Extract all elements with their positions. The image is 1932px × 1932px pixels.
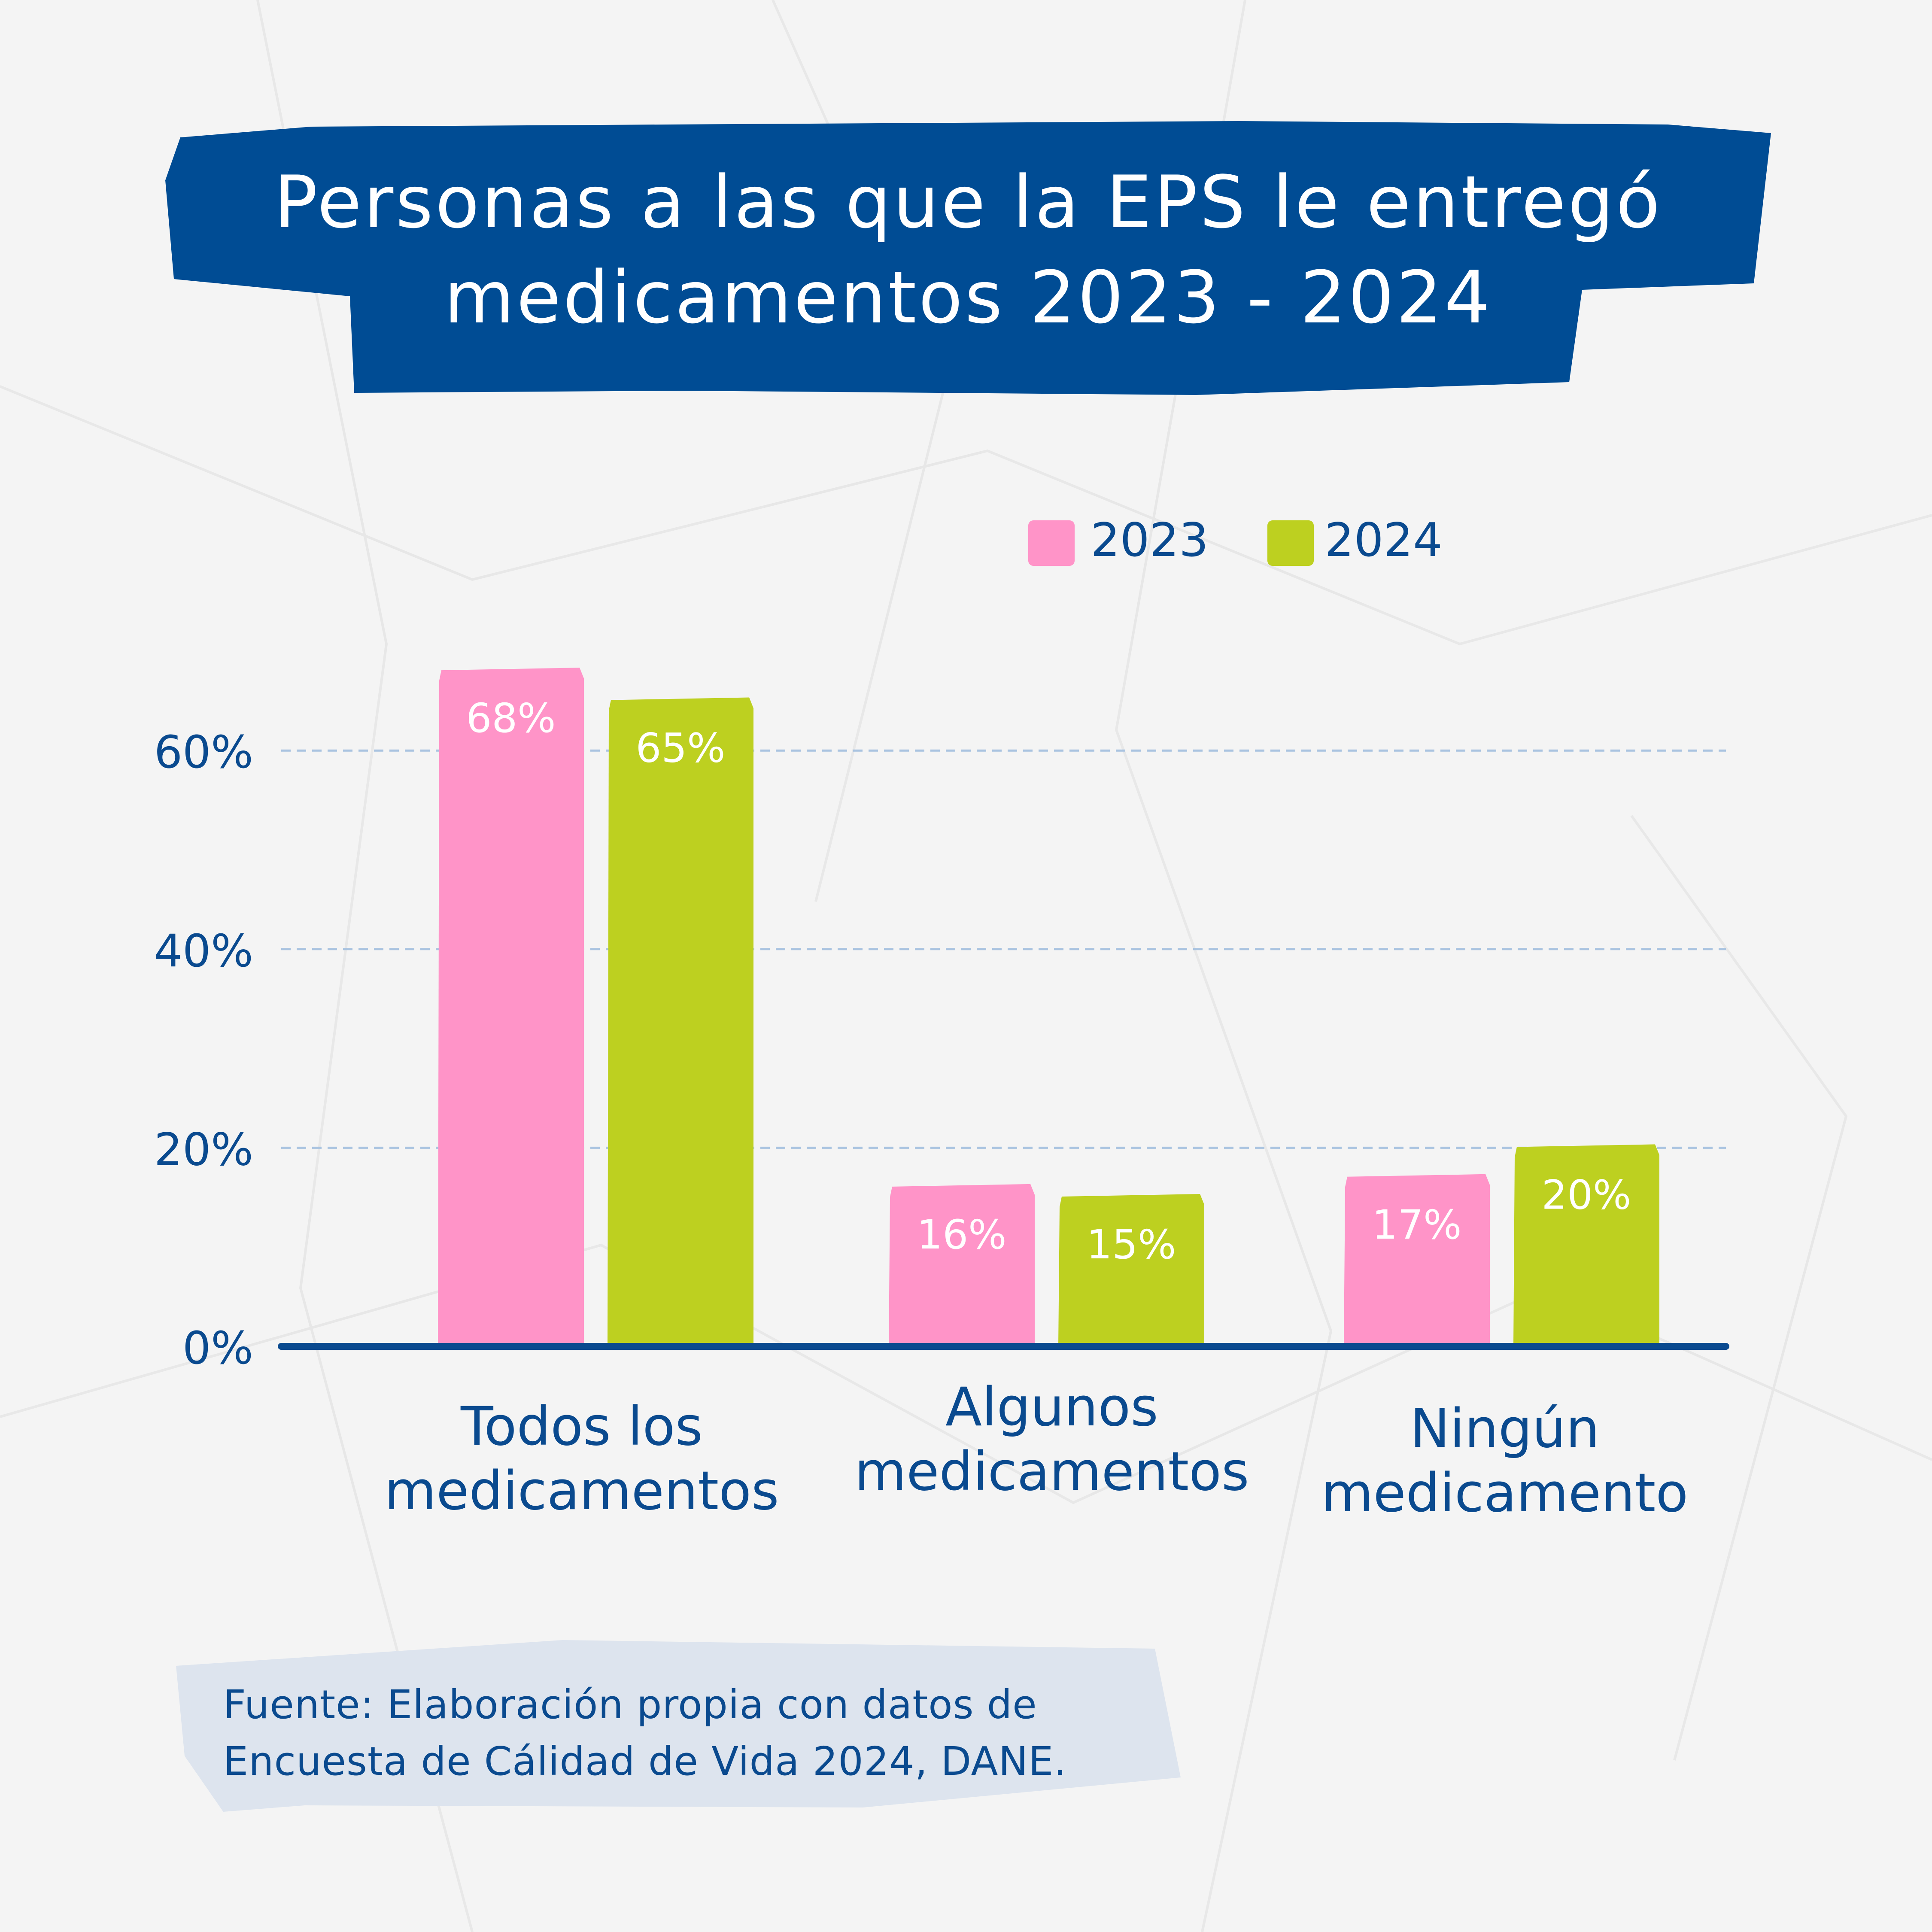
y-axis-ticks: 0% 20% 40% 60% [154,726,253,1374]
data-label-2023-2: 16% [917,1212,1007,1258]
y-tick-label-0: 0% [182,1322,253,1374]
legend: 2023 2024 [1028,513,1443,567]
y-tick-label-60: 60% [154,726,253,778]
title-line-1: Personas a las que la EPS le entregó [274,160,1662,244]
data-labels: 68% 16% 17% 65% 15% 20% [466,695,1631,1268]
source-line-2: Encuesta de Cálidad de Vida 2024, DANE. [223,1738,1067,1784]
legend-swatch-2023 [1028,520,1075,566]
category-label-3-line-1: Ningún [1410,1398,1600,1460]
source-line-1: Fuente: Elaboración propia con datos de [223,1682,1037,1728]
category-label-3-line-2: medicamento [1321,1462,1689,1524]
y-tick-label-40: 40% [154,925,253,977]
legend-label-2024: 2024 [1324,513,1443,567]
bar-2023-3 [1344,1174,1490,1346]
bar-2023-2 [889,1184,1035,1346]
category-label-2-line-1: Algunos [945,1376,1158,1438]
title-line-2: medicamentos 2023 - 2024 [444,255,1492,340]
category-label-2-line-2: medicamentos [854,1441,1249,1503]
data-label-2023-3: 17% [1372,1202,1462,1249]
category-label-1-line-1: Todos los [460,1396,703,1458]
bar-2024-2 [1058,1194,1204,1346]
bar-2024-1 [608,697,753,1346]
y-tick-label-20: 20% [154,1123,253,1176]
title-banner [165,121,1771,395]
bars [438,668,1659,1346]
source-note-box [176,1640,1181,1812]
data-label-2024-3: 20% [1542,1172,1631,1218]
category-label-1-line-2: medicamentos [384,1460,779,1522]
data-label-2024-2: 15% [1087,1221,1176,1268]
category-labels: Todos losmedicamentosAlgunosmedicamentos… [384,1376,1688,1524]
chart-title: Personas a las que la EPS le entregó med… [165,155,1771,345]
data-label-2023-1: 68% [466,695,556,742]
data-label-2024-1: 65% [636,725,726,772]
source-note: Fuente: Elaboración propia con datos de … [223,1677,1116,1790]
bar-2024-3 [1513,1144,1659,1346]
legend-label-2023: 2023 [1091,513,1209,567]
bar-2023-1 [438,668,584,1346]
legend-swatch-2024 [1267,520,1314,566]
